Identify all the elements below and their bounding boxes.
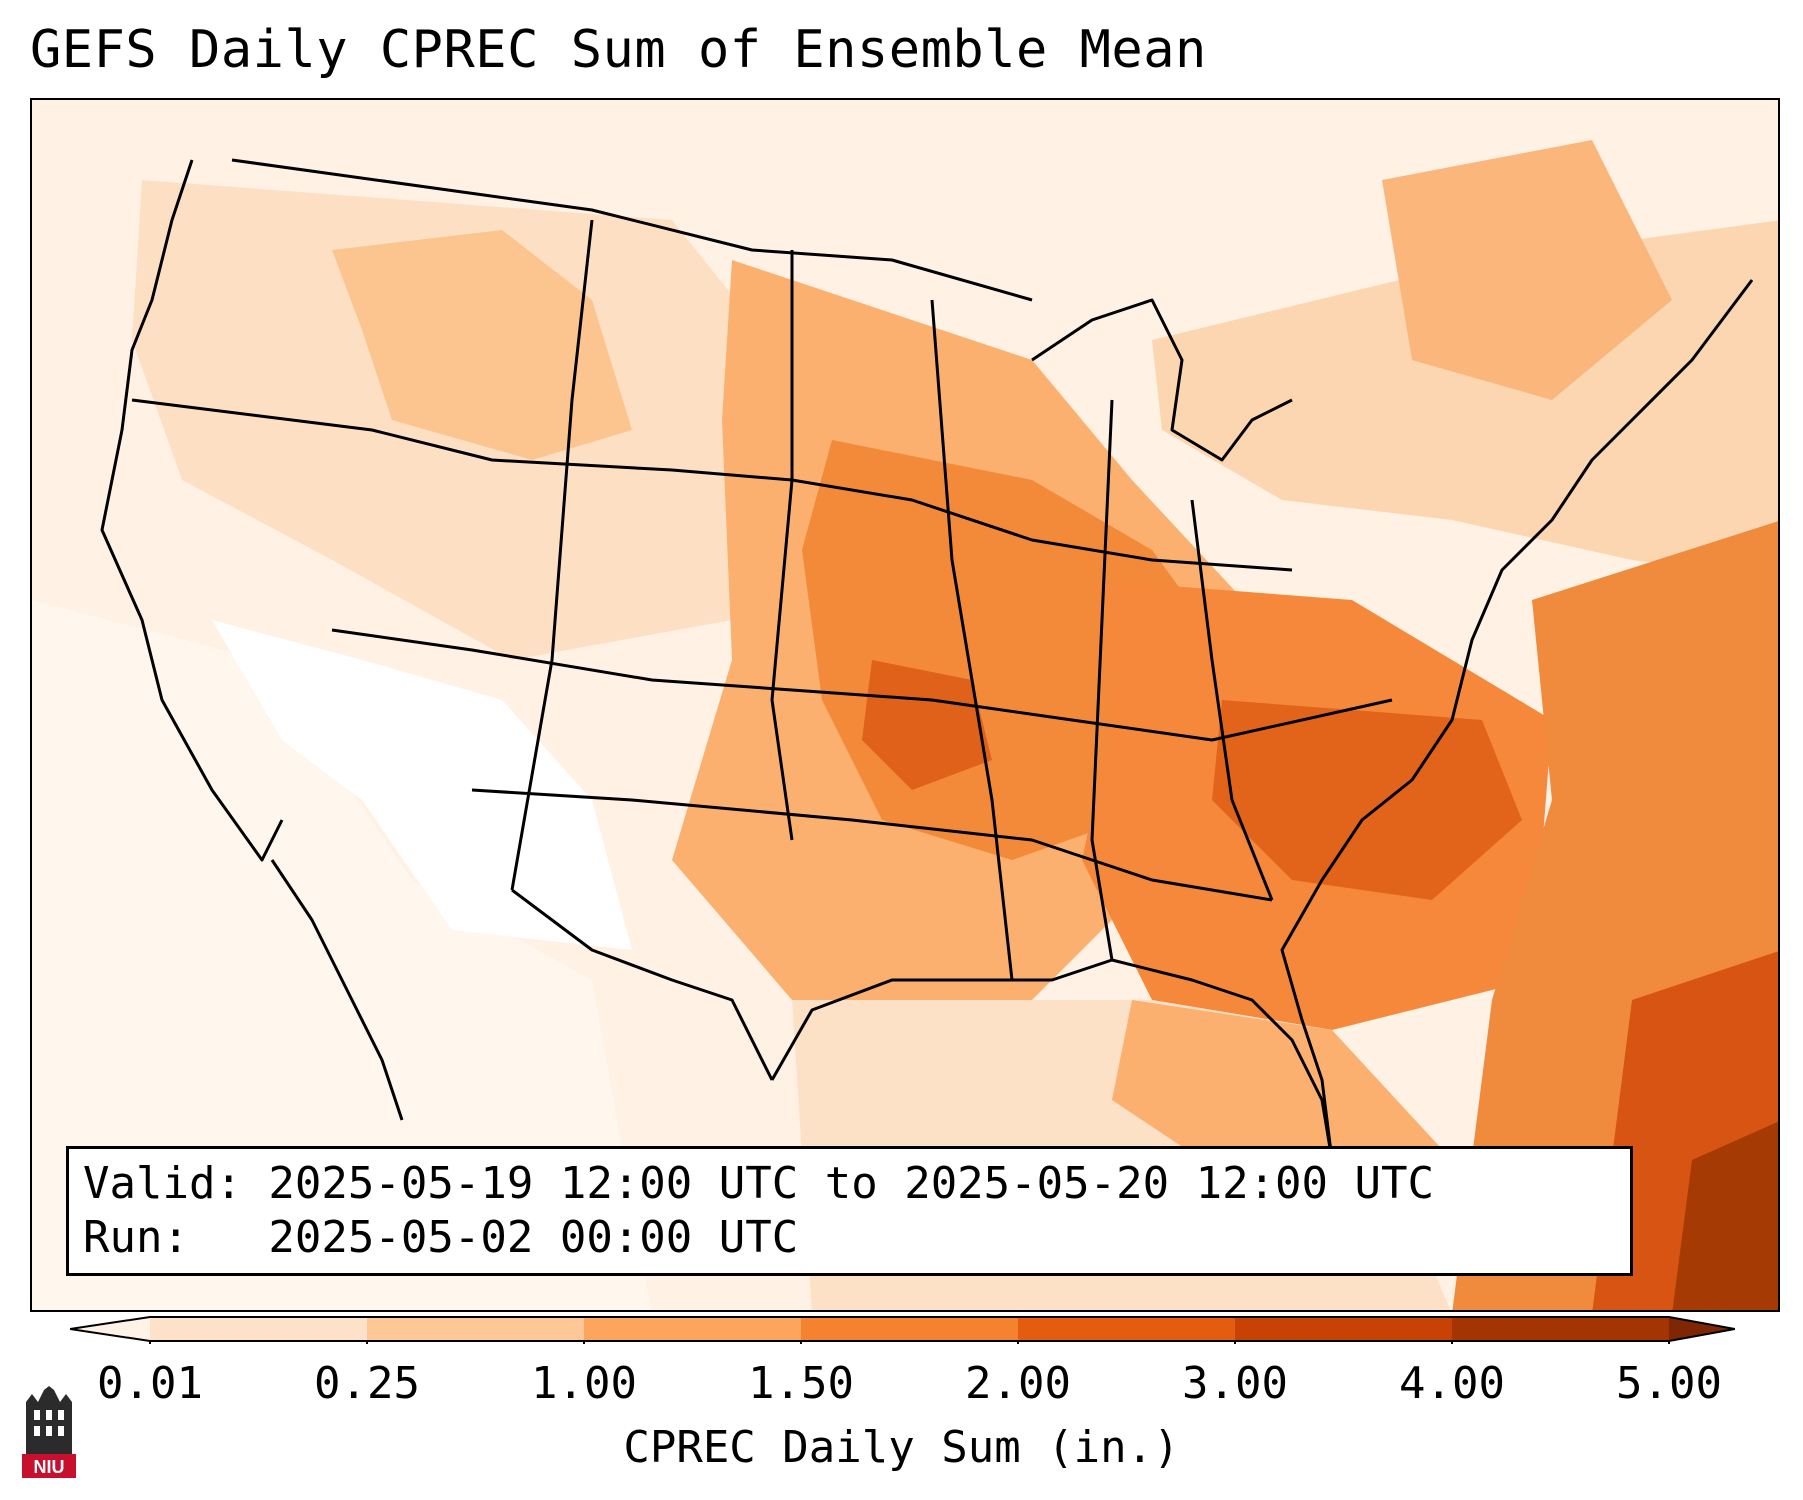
baja-coastline [270, 859, 404, 1121]
pacific-coastline [100, 159, 284, 862]
atlantic-coastline [1280, 279, 1754, 1161]
canada-border [231, 158, 1033, 302]
colorbar-tick-label: 4.00 [1399, 1358, 1505, 1409]
colorbar-tick-label: 2.00 [965, 1358, 1071, 1409]
state-line-middle [331, 628, 1393, 742]
precip-zone-northern-rockies [332, 230, 632, 460]
precip-zone-southwest-deserts [212, 620, 632, 950]
state-line-south [471, 788, 1273, 902]
mexico-border [511, 888, 774, 1081]
colorbar-label: CPREC Daily Sum (in.) [623, 1422, 1180, 1473]
state-line-west [510, 219, 594, 891]
precip-zone-pacific [32, 600, 652, 1310]
university-tower-icon: NIU [22, 1386, 76, 1478]
colorbar-tick-label: 1.00 [531, 1358, 637, 1409]
state-line-mississippi [1090, 399, 1114, 961]
state-line-east [1190, 499, 1274, 901]
state-line-central [930, 299, 1014, 981]
colorbar-segment [584, 1317, 801, 1341]
colorbar-segment [1235, 1317, 1452, 1341]
precip-zone-carolinas [1212, 700, 1522, 900]
colorbar-under-arrow [70, 1317, 150, 1341]
colorbar-tick-label: 0.01 [97, 1358, 203, 1409]
colorbar-segment [1452, 1317, 1669, 1341]
logo-banner [22, 1454, 76, 1478]
valid-time-text: Valid: 2025-05-19 12:00 UTC to 2025-05-2… [83, 1158, 1435, 1209]
colorbar-ticks [149, 1341, 1670, 1344]
boundary-lines [100, 158, 1754, 1161]
colorbar-segment [1018, 1317, 1235, 1341]
precipitation-map [32, 100, 1778, 1310]
precip-zone-caribbean-core [1672, 1121, 1778, 1310]
colorbar-segment [367, 1317, 584, 1341]
colorbar-tick-label: 0.25 [314, 1358, 420, 1409]
precip-zone-kansas-core [862, 660, 992, 790]
map-title: GEFS Daily CPREC Sum of Ensemble Mean [30, 20, 1207, 80]
state-line-plains [770, 250, 794, 841]
precip-zone-eastern-gulf [1112, 1000, 1452, 1180]
validity-info-box: Valid: 2025-05-19 12:00 UTC to 2025-05-2… [66, 1146, 1633, 1276]
logo-text: NIU [34, 1457, 65, 1477]
colorbar-tick-label: 1.50 [748, 1358, 854, 1409]
colorbar-over-arrow [1669, 1317, 1735, 1341]
great-lakes-shoreline [1031, 298, 1293, 462]
map-panel [30, 98, 1780, 1312]
logo-windows [34, 1410, 64, 1436]
colorbar-segment [801, 1317, 1018, 1341]
colorbar-segment [150, 1317, 367, 1341]
colorbar-tick-label: 3.00 [1182, 1358, 1288, 1409]
colorbar [70, 1316, 1735, 1344]
run-time-text: Run: 2025-05-02 00:00 UTC [83, 1212, 799, 1263]
precip-zone-quebec [1382, 140, 1672, 400]
colorbar-tick-label: 5.00 [1616, 1358, 1722, 1409]
